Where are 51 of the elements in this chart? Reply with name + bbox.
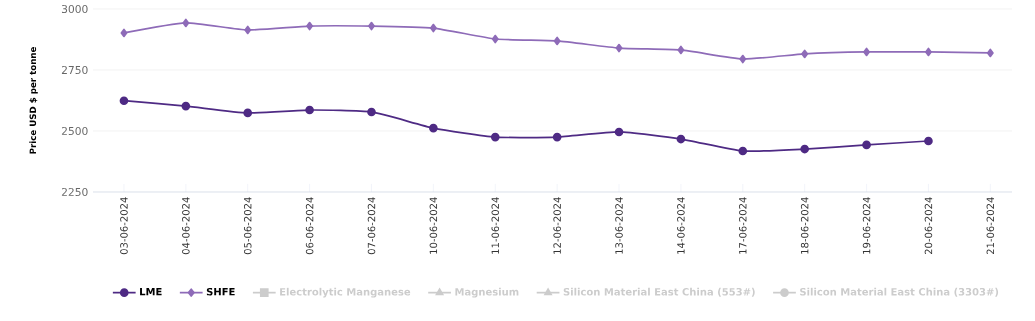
point <box>244 25 252 35</box>
point <box>739 54 747 64</box>
x-tick-label: 21-06-2024 <box>986 197 995 255</box>
y-tick-label: 2750 <box>61 65 88 75</box>
point <box>181 101 191 111</box>
y-axis-title: Price USD $ per tonne <box>29 46 38 154</box>
x-tick-label: 07-06-2024 <box>367 197 376 255</box>
legend-label: LME <box>140 288 162 296</box>
point <box>120 28 128 38</box>
x-tick-label: 03-06-2024 <box>120 197 128 255</box>
y-tick-label: 2250 <box>61 187 88 197</box>
point <box>863 47 871 57</box>
x-tick-label: 05-06-2024 <box>243 197 252 255</box>
legend-label: SHFE <box>206 287 235 296</box>
point <box>306 21 314 31</box>
x-tick-label: 17-06-2024 <box>739 197 747 254</box>
x-tick-label: 18-06-2024 <box>800 197 809 254</box>
x-tick-label: 11-06-2024 <box>491 197 500 254</box>
point <box>800 144 810 154</box>
point <box>553 36 561 46</box>
point <box>429 23 437 33</box>
point <box>305 105 314 115</box>
point <box>552 132 562 142</box>
x-tick-label: 13-06-2024 <box>615 197 623 254</box>
y-tick-label: 2500 <box>61 126 88 136</box>
point <box>243 108 253 118</box>
point <box>119 96 129 106</box>
point <box>615 43 623 53</box>
point <box>801 49 809 59</box>
point <box>368 21 375 31</box>
point <box>614 127 624 137</box>
x-tick-label: 19-06-2024 <box>862 197 871 254</box>
point <box>862 140 871 150</box>
point <box>367 107 376 117</box>
point <box>429 123 438 133</box>
point <box>676 134 686 144</box>
point <box>491 34 499 44</box>
point <box>986 48 994 58</box>
point <box>677 45 685 55</box>
point <box>182 18 190 28</box>
point <box>738 146 748 156</box>
x-tick-label: 12-06-2024 <box>553 197 561 254</box>
x-tick-label: 10-06-2024 <box>429 197 438 254</box>
point <box>924 136 933 146</box>
x-tick-label: 20-06-2024 <box>924 197 933 255</box>
point <box>924 47 932 57</box>
x-tick-label: 06-06-2024 <box>305 197 314 255</box>
point <box>490 132 500 142</box>
y-tick-label: 3000 <box>61 4 88 14</box>
x-tick-label: 14-06-2024 <box>677 197 685 254</box>
x-tick-label: 04-06-2024 <box>182 197 190 255</box>
